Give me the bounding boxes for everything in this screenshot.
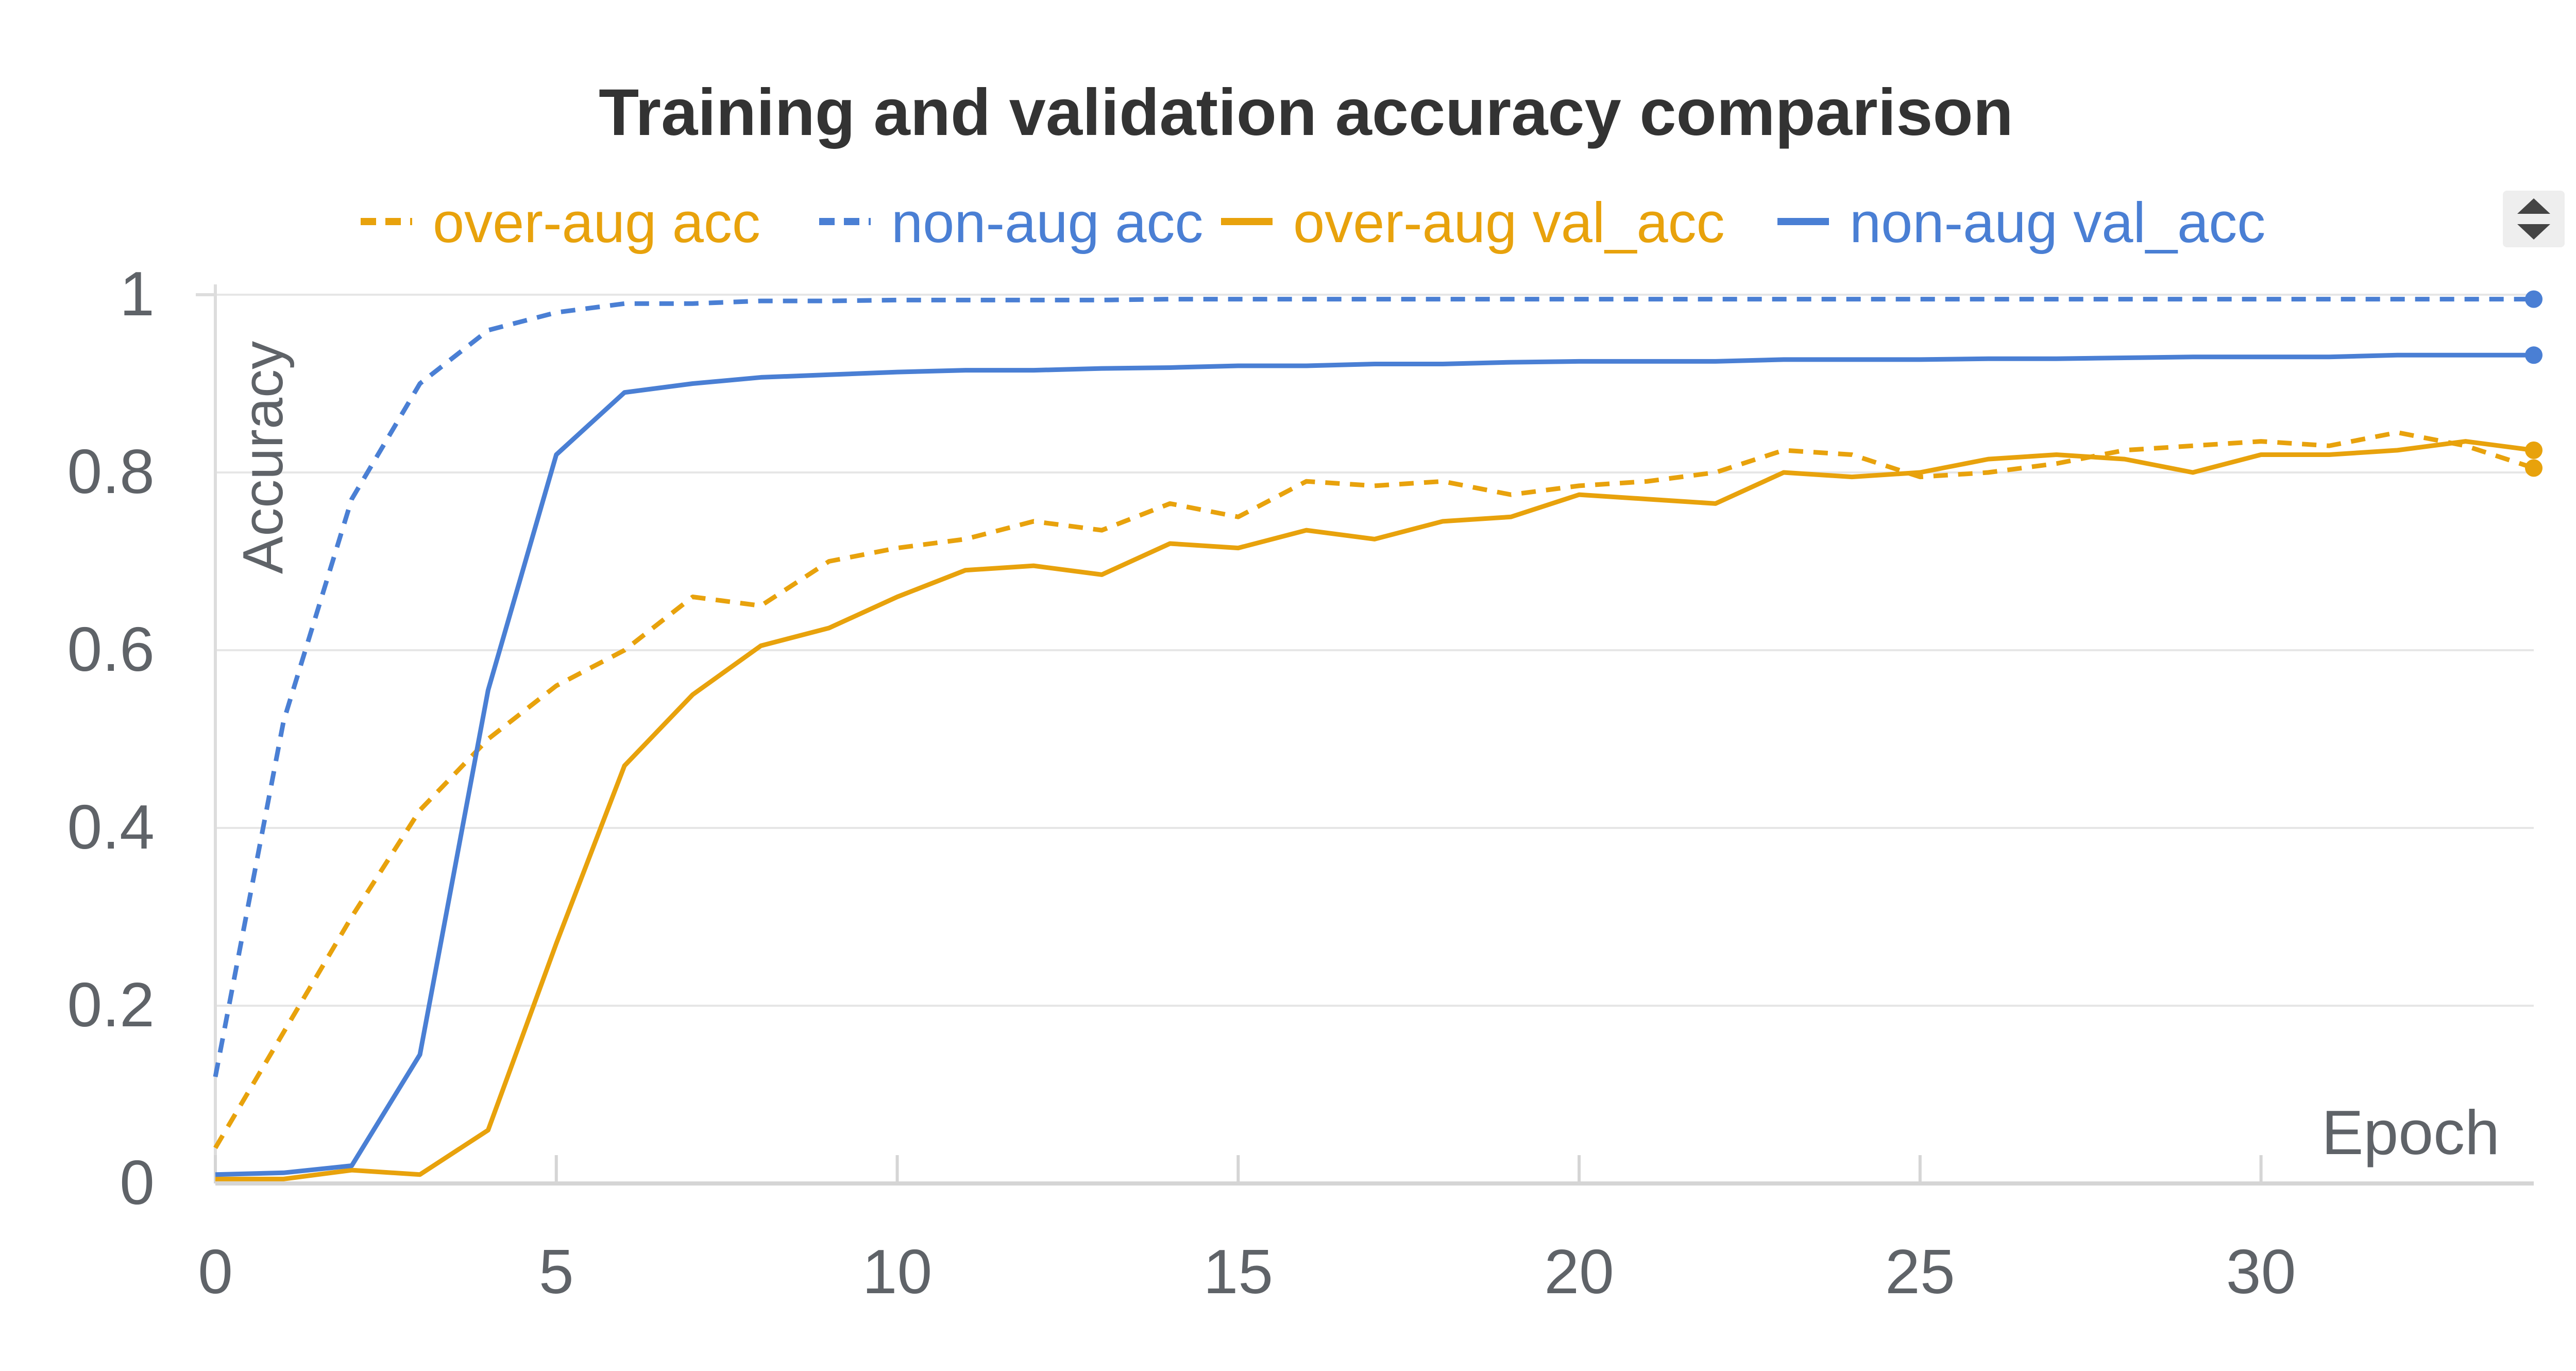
y-tick-label: 0.2 [67,970,155,1040]
series-end-point [2525,441,2543,459]
legend-label: non-aug acc [891,191,1203,255]
series-non-aug-acc [213,290,2543,1077]
legend-label: over-aug acc [433,191,760,255]
legend-label: non-aug val_acc [1850,191,2265,255]
x-tick-label: 10 [862,1237,933,1307]
x-tick-label: 30 [2226,1237,2296,1307]
legend-item[interactable]: non-aug val_acc [1777,191,2265,255]
y-axis-label: Accuracy [231,341,295,574]
legend[interactable]: over-aug acc non-aug acc over-aug val_acc n… [361,191,2265,255]
series-line [213,297,2534,1077]
legend-item[interactable]: non-aug acc [819,191,1203,255]
y-tick-label: 0.4 [67,792,155,862]
x-axis-label: Epoch [2321,1097,2500,1167]
x-tick-label: 25 [1885,1237,1955,1307]
chart-title: Training and validation accuracy compari… [599,76,2013,149]
legend-label: over-aug val_acc [1293,191,1725,255]
y-tick-label: 1 [120,259,155,329]
series-line [215,352,2534,1177]
axes: 00.20.40.60.810 5 10 15 20 25 30 [67,259,2534,1307]
x-tick-label: 15 [1203,1237,1273,1307]
legend-item[interactable]: over-aug val_acc [1221,191,1725,255]
x-tick-label: 5 [539,1237,574,1307]
legend-item[interactable]: over-aug acc [361,191,760,255]
x-tick-label: 0 [198,1237,233,1307]
series-end-point [2525,459,2543,477]
series-over-aug-acc [213,430,2543,1149]
y-tick-label: 0.6 [67,614,155,684]
series-line [213,430,2535,1149]
series-non-aug-val-acc [215,346,2543,1177]
series-lines [213,290,2543,1181]
sort-arrows-icon [2517,198,2550,240]
series-end-point [2525,290,2543,308]
legend-scroll-button[interactable] [2503,191,2565,247]
y-tick-label: 0 [120,1147,155,1217]
x-tick-label: 20 [1544,1237,1614,1307]
series-line [215,439,2534,1181]
series-end-point [2525,346,2543,364]
series-over-aug-val-acc [215,439,2543,1181]
y-tick-label: 0.8 [67,436,155,506]
